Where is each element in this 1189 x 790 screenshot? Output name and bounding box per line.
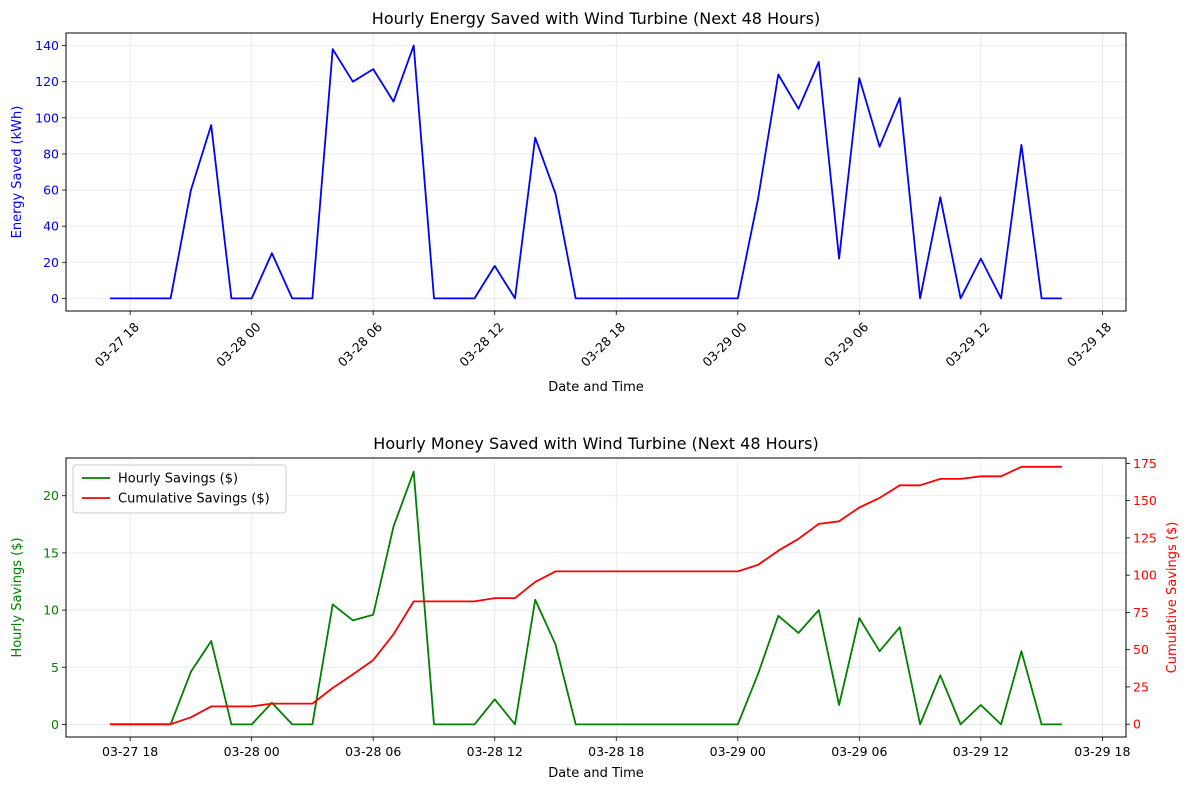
right-y-tick-label: 150: [1133, 493, 1157, 508]
y-tick-label: 5: [51, 660, 59, 675]
energy-chart-y-ticks: 0 20 40 60 80 100 120 140: [35, 38, 66, 306]
y-tick-label: 15: [43, 545, 59, 560]
y-tick-label: 120: [35, 74, 59, 89]
y-tick-label: 10: [43, 603, 59, 618]
right-y-tick-label: 175: [1133, 456, 1157, 471]
y-tick-label: 40: [43, 219, 59, 234]
y-tick-label: 60: [43, 183, 59, 198]
money-chart-title: Hourly Money Saved with Wind Turbine (Ne…: [373, 434, 818, 453]
energy-chart-x-label: Date and Time: [548, 380, 644, 395]
hourly-savings-line: [109, 470, 1062, 726]
energy-saved-line: [109, 44, 1062, 300]
cumulative-savings-line: [109, 465, 1062, 726]
right-y-tick-label: 25: [1133, 679, 1149, 694]
legend-label-hourly: Hourly Savings ($): [118, 472, 238, 487]
legend-box: [72, 464, 287, 514]
money-chart-left-y-label: Hourly Savings ($): [10, 537, 25, 657]
y-tick-label: 0: [51, 717, 59, 732]
y-tick-label: 0: [51, 291, 59, 306]
legend-label-cumulative: Cumulative Savings ($): [118, 492, 270, 507]
y-tick-label: 20: [43, 255, 59, 270]
x-tick-label: 03-29 06: [831, 744, 887, 759]
energy-chart-y-label: Energy Saved (kWh): [10, 106, 25, 239]
money-chart-legend: Hourly Savings ($) Cumulative Savings ($…: [72, 464, 287, 514]
y-tick-label: 20: [43, 488, 59, 503]
x-tick-label: 03-29 12: [953, 744, 1009, 759]
x-tick-label: 03-29 00: [710, 744, 766, 759]
money-chart-lines: [109, 465, 1062, 726]
money-chart-x-label: Date and Time: [548, 766, 644, 781]
x-tick-label: 03-28 18: [588, 744, 644, 759]
money-chart-left-y-ticks: 0 5 10 15 20: [43, 488, 66, 732]
money-chart-right-y-ticks: 0 25 50 75 100 125 150 175: [1126, 456, 1157, 732]
money-chart-frame: [65, 457, 1127, 738]
x-tick-label: 03-29 18: [1074, 744, 1130, 759]
y-tick-label: 100: [35, 110, 59, 125]
y-tick-label: 80: [43, 146, 59, 161]
energy-chart-title: Hourly Energy Saved with Wind Turbine (N…: [372, 9, 820, 28]
right-y-tick-label: 75: [1133, 605, 1149, 620]
money-chart-right-y-label: Cumulative Savings ($): [1165, 522, 1180, 674]
energy-chart-grid: [66, 33, 1126, 311]
right-y-tick-label: 100: [1133, 568, 1157, 583]
money-chart: 03-27 18 03-28 00 03-28 06 03-28 12 03-28 18…: [10, 434, 1180, 781]
x-tick-label: 03-28 06: [345, 744, 401, 759]
energy-chart-frame: [65, 32, 1127, 312]
right-y-tick-label: 50: [1133, 642, 1149, 657]
right-y-tick-label: 125: [1133, 530, 1157, 545]
money-chart-x-ticks: 03-27 18 03-28 00 03-28 06 03-28 12 03-28 18…: [102, 737, 1131, 759]
right-y-tick-label: 0: [1133, 717, 1141, 732]
x-tick-label: 03-27 18: [102, 744, 158, 759]
y-tick-label: 140: [35, 38, 59, 53]
x-tick-label: 03-28 00: [224, 744, 280, 759]
x-tick-label: 03-28 12: [467, 744, 523, 759]
energy-chart-lines: [109, 44, 1062, 300]
